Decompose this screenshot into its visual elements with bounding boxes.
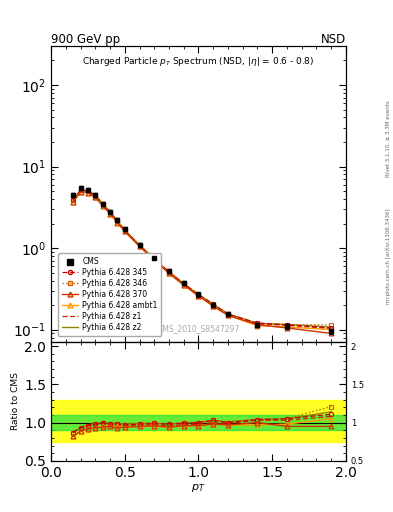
- Text: mcplots.cern.ch [arXiv:1306.3436]: mcplots.cern.ch [arXiv:1306.3436]: [386, 208, 391, 304]
- Text: CMS_2010_S8547297: CMS_2010_S8547297: [157, 325, 240, 333]
- Text: Charged Particle $p_T$ Spectrum (NSD, $|\eta|$ = 0.6 - 0.8): Charged Particle $p_T$ Spectrum (NSD, $|…: [82, 55, 315, 68]
- Text: 900 GeV pp: 900 GeV pp: [51, 33, 120, 46]
- X-axis label: $p_T$: $p_T$: [191, 482, 206, 495]
- Text: NSD: NSD: [321, 33, 346, 46]
- Legend: CMS, Pythia 6.428 345, Pythia 6.428 346, Pythia 6.428 370, Pythia 6.428 ambt1, P: CMS, Pythia 6.428 345, Pythia 6.428 346,…: [58, 253, 162, 335]
- Y-axis label: Ratio to CMS: Ratio to CMS: [11, 373, 20, 431]
- Text: Rivet 3.1.10, ≥ 3.3M events: Rivet 3.1.10, ≥ 3.3M events: [386, 100, 391, 177]
